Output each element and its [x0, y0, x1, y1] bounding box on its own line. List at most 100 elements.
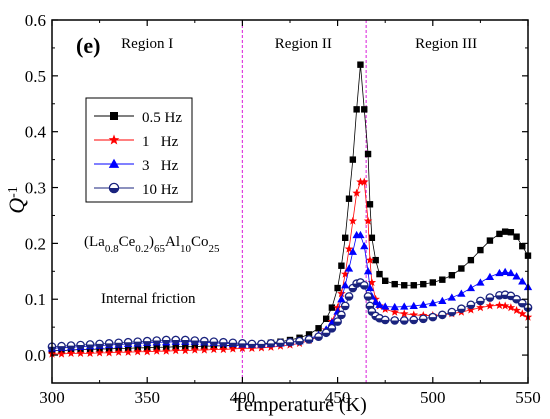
data-point [340, 301, 350, 311]
data-point-fill [86, 344, 94, 349]
data-point [390, 307, 399, 316]
data-point [363, 292, 373, 301]
data-point [305, 331, 313, 338]
data-point [410, 282, 417, 289]
data-point-fill [276, 342, 285, 347]
data-point [438, 296, 447, 305]
data-point-fill [438, 314, 446, 319]
data-point [457, 289, 466, 297]
data-point [238, 339, 247, 348]
data-point [518, 309, 527, 318]
x-tick-label: 450 [325, 388, 351, 407]
y-tick-label: 0.2 [25, 234, 46, 253]
y-tick-label: 0.0 [25, 346, 46, 365]
data-point [334, 284, 341, 292]
data-point-fill [328, 328, 336, 332]
composition-text: Co [191, 234, 209, 250]
data-point [161, 335, 171, 345]
data-point [344, 292, 354, 301]
data-point [219, 337, 228, 347]
data-point [365, 283, 375, 292]
data-point [66, 341, 76, 350]
legend-marker-fill [109, 188, 119, 193]
data-point [337, 310, 346, 320]
series-line [52, 181, 529, 355]
data-point [337, 289, 346, 298]
data-point [382, 277, 389, 285]
data-point [219, 345, 228, 354]
x-axis-label: Temperature (K) [233, 394, 367, 416]
region-label: Region I [121, 36, 173, 52]
data-point [428, 298, 437, 307]
x-tick-label: 350 [134, 388, 160, 407]
data-point [507, 229, 515, 236]
legend-items: 0.5 Hz 1 Hz 3 Hz 10 Hz [94, 110, 182, 198]
composition-subscript: 10 [180, 243, 192, 255]
data-point-fill [337, 314, 346, 319]
data-point [276, 338, 285, 348]
data-point [181, 346, 190, 355]
data-point [114, 347, 123, 356]
data-point [95, 339, 104, 349]
data-point-fill [391, 320, 399, 325]
data-point [142, 347, 152, 356]
data-point-fill [238, 343, 247, 348]
x-tick-label: 300 [39, 388, 65, 407]
data-point [399, 309, 409, 318]
data-point [133, 347, 142, 356]
data-point [363, 267, 373, 275]
data-point-fill [341, 305, 349, 310]
data-point [328, 304, 336, 311]
data-point [381, 302, 390, 310]
y-axis-label-sup: -1 [6, 186, 21, 198]
data-point [364, 150, 372, 158]
legend-marker [110, 112, 118, 120]
data-point [371, 297, 380, 306]
y-tick-label: 0.6 [25, 11, 46, 30]
data-point [85, 348, 95, 358]
data-point [295, 336, 304, 346]
data-point [429, 279, 436, 286]
data-layer [47, 61, 533, 358]
data-point [420, 280, 427, 288]
data-point [495, 300, 504, 309]
data-point [512, 272, 521, 280]
data-point-fill [314, 336, 323, 341]
data-point [485, 301, 495, 310]
data-point [338, 262, 345, 269]
data-point-fill [134, 341, 142, 346]
data-point [365, 255, 375, 264]
data-point [409, 315, 419, 325]
composition-text: Al [165, 234, 180, 250]
series-3 [47, 278, 533, 352]
data-point-fill [467, 304, 475, 309]
data-point [512, 294, 521, 304]
data-point [345, 195, 353, 202]
y-axis-label: Q-1 [4, 186, 29, 214]
region-label: Region III [415, 36, 477, 52]
data-point [348, 247, 357, 255]
data-point [486, 237, 494, 244]
data-point [161, 346, 171, 355]
data-point [401, 282, 408, 289]
data-point [257, 339, 266, 349]
data-point-fill [345, 296, 353, 301]
data-point [104, 348, 114, 357]
data-point [344, 244, 354, 253]
data-point [458, 265, 465, 272]
data-point [418, 314, 428, 324]
data-point [209, 337, 219, 347]
data-point [152, 336, 162, 345]
y-tick-label: 0.1 [25, 290, 46, 309]
legend-label: 3 Hz [142, 158, 179, 174]
data-point [500, 301, 510, 310]
legend: 0.5 Hz 1 Hz 3 Hz 10 Hz [85, 97, 193, 203]
data-point [485, 272, 495, 281]
data-point [448, 272, 456, 279]
data-point [353, 106, 360, 113]
data-point [360, 242, 369, 250]
data-point [349, 156, 357, 163]
composition-annotation: (La0.8Ce0.2)65Al10Co25 [84, 234, 220, 255]
data-point [380, 315, 390, 325]
data-point [496, 230, 503, 238]
